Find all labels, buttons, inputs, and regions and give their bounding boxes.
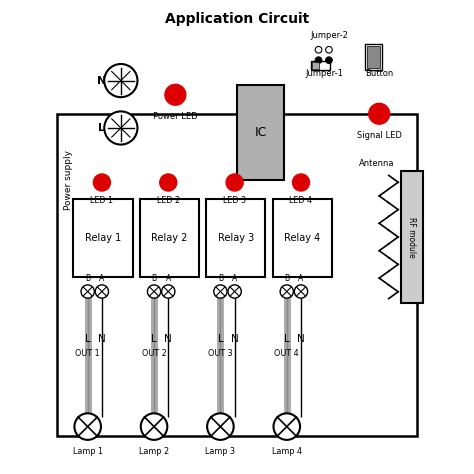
Circle shape — [147, 285, 161, 298]
Circle shape — [315, 46, 322, 53]
Text: Power supply: Power supply — [64, 150, 73, 210]
Text: Jumper-1: Jumper-1 — [306, 69, 344, 78]
Text: Jumper-2: Jumper-2 — [310, 31, 348, 40]
Bar — [273, 199, 332, 277]
Text: LED 2: LED 2 — [157, 196, 180, 205]
Circle shape — [74, 413, 101, 440]
Circle shape — [81, 285, 94, 298]
Circle shape — [294, 285, 308, 298]
Text: B: B — [85, 274, 90, 283]
Text: A: A — [165, 274, 171, 283]
Circle shape — [369, 103, 390, 124]
Circle shape — [280, 285, 293, 298]
Text: LED 1: LED 1 — [91, 196, 113, 205]
Text: N: N — [231, 334, 238, 344]
Text: Relay 4: Relay 4 — [284, 233, 320, 243]
Text: Signal LED: Signal LED — [357, 131, 401, 139]
Circle shape — [160, 174, 177, 191]
Circle shape — [292, 174, 310, 191]
Circle shape — [95, 285, 109, 298]
Text: Application Circuit: Application Circuit — [165, 12, 309, 26]
Text: OUT 4: OUT 4 — [274, 349, 299, 357]
Text: Antenna: Antenna — [359, 159, 394, 168]
Circle shape — [207, 413, 234, 440]
Text: Button: Button — [365, 69, 393, 78]
Text: N: N — [97, 75, 107, 86]
Circle shape — [273, 413, 300, 440]
Circle shape — [326, 46, 332, 53]
Bar — [57, 114, 417, 436]
Text: Lamp 3: Lamp 3 — [205, 447, 236, 456]
Circle shape — [104, 111, 137, 145]
Circle shape — [228, 285, 241, 298]
Text: Lamp 2: Lamp 2 — [139, 447, 169, 456]
Bar — [311, 61, 330, 70]
Text: RF module: RF module — [408, 217, 416, 257]
Text: OUT 2: OUT 2 — [142, 349, 166, 357]
Circle shape — [315, 57, 322, 64]
Text: Lamp 4: Lamp 4 — [272, 447, 302, 456]
Text: Relay 1: Relay 1 — [85, 233, 121, 243]
Bar — [312, 62, 319, 69]
Text: Relay 3: Relay 3 — [218, 233, 254, 243]
Circle shape — [226, 174, 243, 191]
Text: LED 3: LED 3 — [223, 196, 246, 205]
Text: B: B — [152, 274, 156, 283]
Text: Power LED: Power LED — [153, 112, 198, 120]
Text: A: A — [232, 274, 237, 283]
Text: N: N — [98, 334, 106, 344]
Circle shape — [162, 285, 175, 298]
Circle shape — [214, 285, 227, 298]
Text: L: L — [151, 334, 157, 344]
Text: L: L — [218, 334, 223, 344]
Text: B: B — [284, 274, 289, 283]
Text: OUT 3: OUT 3 — [208, 349, 233, 357]
Text: Lamp 1: Lamp 1 — [73, 447, 103, 456]
Text: L: L — [99, 123, 105, 133]
Text: B: B — [218, 274, 223, 283]
Text: A: A — [298, 274, 304, 283]
Circle shape — [93, 174, 110, 191]
Text: N: N — [164, 334, 172, 344]
Circle shape — [104, 64, 137, 97]
Text: LED 4: LED 4 — [290, 196, 312, 205]
Circle shape — [326, 57, 332, 64]
Circle shape — [141, 413, 167, 440]
Text: IC: IC — [255, 126, 267, 139]
Bar — [365, 44, 382, 70]
Circle shape — [165, 84, 186, 105]
Bar — [206, 199, 265, 277]
Bar — [237, 85, 284, 180]
Text: Relay 2: Relay 2 — [151, 233, 188, 243]
Text: OUT 1: OUT 1 — [75, 349, 100, 357]
Text: L: L — [284, 334, 290, 344]
Bar — [367, 46, 380, 68]
Bar — [401, 171, 423, 303]
Text: L: L — [85, 334, 91, 344]
Bar — [73, 199, 133, 277]
Bar — [140, 199, 199, 277]
Text: N: N — [297, 334, 305, 344]
Text: A: A — [99, 274, 105, 283]
